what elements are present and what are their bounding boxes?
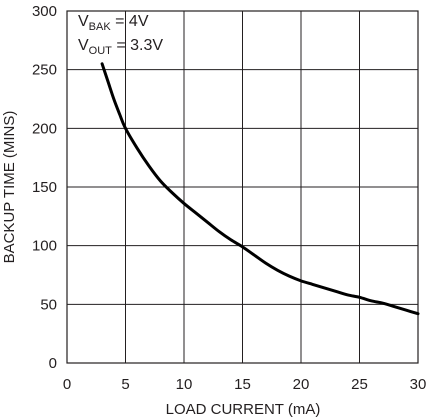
x-axis-label: LOAD CURRENT (mA) xyxy=(166,401,321,418)
x-tick-label: 10 xyxy=(176,376,193,393)
y-tick-labels: 0 50 100 150 200 250 300 xyxy=(32,3,57,372)
plot-frame xyxy=(66,10,419,364)
y-tick-label: 300 xyxy=(32,3,57,20)
x-tick-labels: 0 5 10 15 20 25 30 xyxy=(63,376,427,393)
grid-lines xyxy=(66,10,419,364)
annotation-vout: VOUT = 3.3V xyxy=(78,37,163,57)
y-axis-label: BACKUP TIME (MINS) xyxy=(1,111,18,264)
x-tick-label: 20 xyxy=(293,376,310,393)
x-tick-label: 25 xyxy=(351,376,368,393)
annotation-vbak: VBAK = 4V xyxy=(78,13,149,33)
y-tick-label: 100 xyxy=(32,238,57,255)
y-tick-label: 0 xyxy=(49,355,57,372)
x-tick-label: 15 xyxy=(234,376,251,393)
y-tick-label: 250 xyxy=(32,62,57,79)
y-tick-label: 150 xyxy=(32,179,57,196)
y-tick-label: 200 xyxy=(32,120,57,137)
series-line xyxy=(100,62,420,316)
y-tick-label: 50 xyxy=(40,296,57,313)
x-tick-label: 5 xyxy=(121,376,129,393)
x-tick-label: 0 xyxy=(63,376,71,393)
x-tick-label: 30 xyxy=(410,376,427,393)
